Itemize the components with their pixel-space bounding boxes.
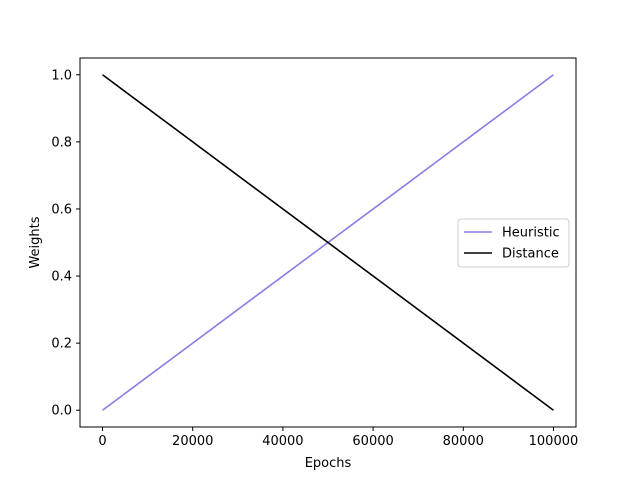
x-tick-label: 80000 xyxy=(443,434,484,449)
y-axis-label: Weights xyxy=(28,216,43,268)
x-tick-label: 0 xyxy=(98,434,106,449)
legend-label-heuristic: Heuristic xyxy=(502,226,560,241)
y-tick-label: 1.0 xyxy=(51,68,72,83)
legend-box xyxy=(457,218,570,268)
y-tick-label: 0.4 xyxy=(51,270,72,285)
legend-label-distance: Distance xyxy=(502,247,559,262)
x-tick-label: 40000 xyxy=(262,434,303,449)
series-line-distance xyxy=(102,74,554,411)
x-tick-label: 100000 xyxy=(529,434,579,449)
y-tick-label: 0.8 xyxy=(51,135,72,150)
y-tick-label: 0.6 xyxy=(51,202,72,217)
legend: Heuristic Distance xyxy=(457,218,570,268)
series-layer xyxy=(102,74,554,411)
x-tick-label: 60000 xyxy=(352,434,393,449)
plot-area-frame xyxy=(79,57,577,428)
y-tick-label: 0.0 xyxy=(51,404,72,419)
x-tick-label: 20000 xyxy=(172,434,213,449)
x-axis-ticks: 0 20000 40000 60000 80000 100000 xyxy=(98,427,578,449)
y-tick-label: 0.2 xyxy=(51,337,72,352)
x-axis-label: Epochs xyxy=(305,456,352,471)
y-axis-ticks: 0.0 0.2 0.4 0.6 0.8 1.0 xyxy=(51,68,80,419)
